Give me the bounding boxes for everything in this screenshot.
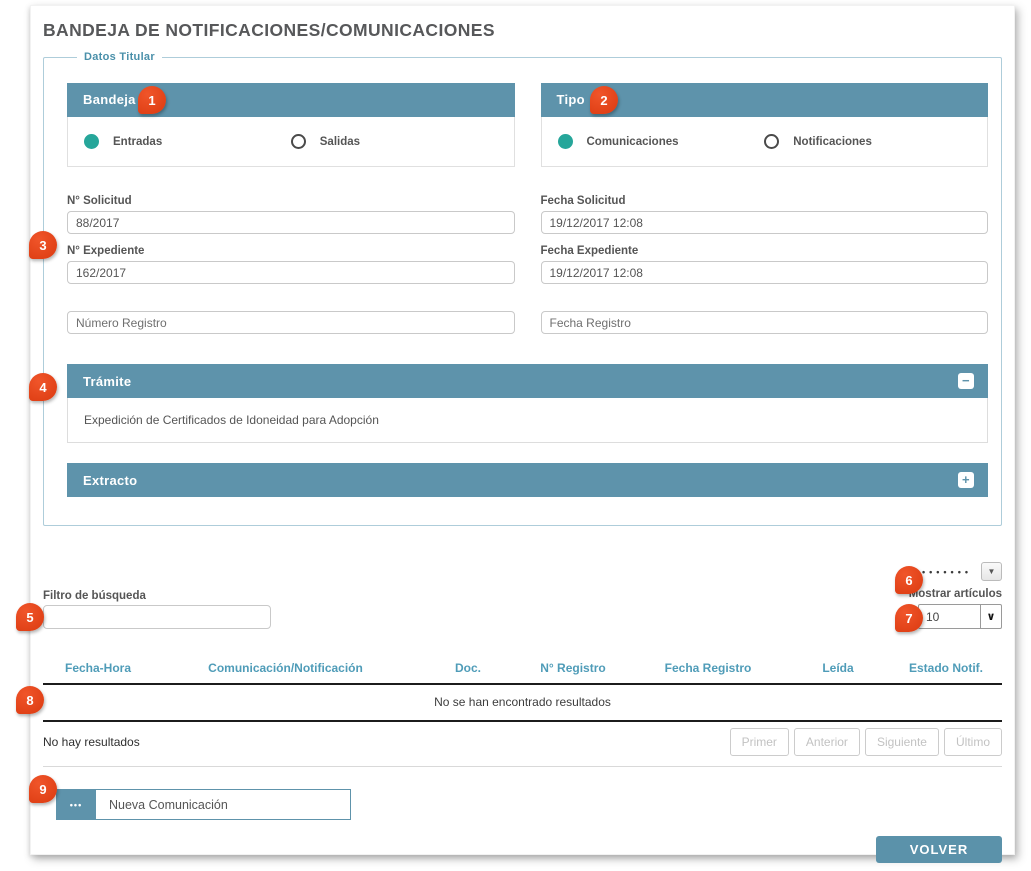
fecha-registro-input[interactable] (540, 311, 988, 334)
radio-checked-icon[interactable] (84, 134, 99, 149)
numero-registro-input[interactable] (67, 311, 515, 334)
fecha-solicitud-input[interactable] (540, 211, 988, 234)
empty-results-message: No se han encontrado resultados (43, 685, 1002, 722)
nueva-comunicacion-label: Nueva Comunicación (96, 789, 351, 820)
numero-registro-field-group (67, 311, 515, 334)
annotation-badge-9: 9 (29, 775, 57, 803)
radio-checked-icon[interactable] (557, 134, 573, 149)
annotation-badge-2: 2 (590, 86, 618, 114)
solicitud-label: N° Solicitud (67, 195, 132, 207)
fecha-expediente-input[interactable] (540, 261, 988, 284)
tramite-accordion-header[interactable]: Trámite − (67, 364, 988, 398)
results-table-footer: No hay resultados Primer Anterior Siguie… (43, 722, 1002, 767)
column-header-n-registro[interactable]: N° Registro (540, 661, 606, 675)
datos-titular-legend: Datos Titular (84, 51, 155, 63)
bandeja-panel-header: Bandeja (67, 83, 515, 117)
column-header-estado-notif[interactable]: Estado Notif. (909, 661, 983, 675)
collapse-icon[interactable]: − (958, 373, 974, 389)
extracto-accordion-title: Extracto (83, 472, 138, 488)
results-count-status: No hay resultados (43, 735, 140, 749)
radio-option-entradas[interactable]: Entradas (84, 134, 291, 149)
ellipsis-icon: ••• (56, 789, 96, 820)
results-table: Fecha-Hora Comunicación/Notificación Doc… (43, 655, 1002, 767)
column-header-leida[interactable]: Leída (822, 661, 854, 675)
expediente-label: N° Expediente (67, 245, 145, 257)
solicitud-input[interactable] (67, 211, 515, 234)
column-header-doc[interactable]: Doc. (454, 661, 481, 675)
volver-button[interactable]: VOLVER (876, 836, 1002, 863)
titular-form-grid: N° Solicitud Fecha Solicitud N° Expedien… (67, 195, 988, 334)
radio-option-salidas[interactable]: Salidas (290, 134, 498, 149)
radio-panels-row: Bandeja Entradas Salidas Tipo (67, 83, 988, 167)
expediente-field-group: N° Expediente (67, 245, 515, 284)
radio-label-entradas: Entradas (113, 135, 163, 148)
results-table-header-row: Fecha-Hora Comunicación/Notificación Doc… (43, 655, 1002, 685)
annotation-badge-6: 6 (895, 566, 923, 594)
annotation-badge-3: 3 (29, 231, 57, 259)
pagination-first-button[interactable]: Primer (729, 728, 789, 756)
show-items-label: Mostrar artículos (908, 588, 1002, 600)
main-card: BANDEJA DE NOTIFICACIONES/COMUNICACIONES… (30, 5, 1015, 863)
show-items-value: 10 (926, 609, 940, 624)
nueva-comunicacion-button[interactable]: ••• Nueva Comunicación (56, 789, 351, 820)
table-right-tools: ••••••• ▼ Mostrar artículos 10 ∨ (909, 562, 1002, 629)
extracto-accordion-header[interactable]: Extracto + (67, 463, 988, 497)
tipo-panel: Tipo Comunicaciones Notificaciones (540, 83, 988, 167)
footer-actions: VOLVER (43, 836, 1002, 863)
annotation-badge-5: 5 (16, 603, 44, 631)
show-items-select[interactable]: 10 ∨ (918, 604, 1002, 629)
radio-label-comunicaciones: Comunicaciones (586, 135, 679, 148)
tramite-accordion-content: Expedición de Certificados de Idoneidad … (67, 398, 988, 443)
bandeja-panel: Bandeja Entradas Salidas (67, 83, 515, 167)
column-chooser-dots: ••••••• (921, 566, 972, 577)
caret-down-icon: ▼ (987, 567, 996, 576)
fecha-solicitud-field-group: Fecha Solicitud (540, 195, 988, 234)
radio-label-notificaciones: Notificaciones (793, 135, 872, 148)
column-header-comunicacion-notificacion[interactable]: Comunicación/Notificación (208, 661, 363, 675)
annotation-badge-4: 4 (29, 373, 57, 401)
fecha-registro-field-group (540, 311, 988, 334)
tipo-panel-body: Comunicaciones Notificaciones (540, 117, 988, 167)
select-caret-icon: ∨ (980, 605, 1001, 628)
bandeja-panel-body: Entradas Salidas (67, 117, 515, 167)
radio-unchecked-icon[interactable] (764, 134, 780, 149)
annotation-badge-8: 8 (16, 686, 44, 714)
annotation-badge-7: 7 (895, 604, 923, 632)
fecha-expediente-label: Fecha Expediente (540, 245, 639, 257)
pagination-next-button[interactable]: Siguiente (864, 728, 939, 756)
column-chooser-dropdown-button[interactable]: ▼ (981, 562, 1002, 581)
extracto-accordion: Extracto + (67, 463, 988, 497)
fecha-expediente-field-group: Fecha Expediente (540, 245, 988, 284)
solicitud-field-group: N° Solicitud (67, 195, 515, 234)
radio-label-salidas: Salidas (319, 135, 361, 148)
radio-option-comunicaciones[interactable]: Comunicaciones (557, 134, 765, 149)
datos-titular-fieldset: Datos Titular Bandeja Entradas Salidas (43, 51, 1002, 526)
search-filter-group: Filtro de búsqueda (43, 590, 271, 629)
page-title: BANDEJA DE NOTIFICACIONES/COMUNICACIONES (43, 20, 495, 40)
column-header-fecha-hora[interactable]: Fecha-Hora (64, 661, 132, 675)
expediente-input[interactable] (67, 261, 515, 284)
radio-unchecked-icon[interactable] (290, 134, 306, 149)
table-toolbar: Filtro de búsqueda ••••••• ▼ Mostrar art… (43, 562, 1002, 629)
pagination: Primer Anterior Siguiente Último (725, 728, 1002, 756)
column-header-fecha-registro[interactable]: Fecha Registro (664, 661, 752, 675)
search-filter-input[interactable] (43, 605, 271, 629)
radio-option-notificaciones[interactable]: Notificaciones (764, 134, 971, 149)
tramite-accordion-title: Trámite (83, 373, 132, 389)
search-filter-label: Filtro de búsqueda (43, 590, 146, 602)
pagination-last-button[interactable]: Último (943, 728, 1002, 756)
pagination-previous-button[interactable]: Anterior (793, 728, 860, 756)
fecha-solicitud-label: Fecha Solicitud (540, 195, 626, 207)
annotation-badge-1: 1 (138, 86, 166, 114)
expand-icon[interactable]: + (958, 472, 974, 488)
tramite-accordion: Trámite − Expedición de Certificados de … (67, 364, 988, 443)
column-chooser: ••••••• ▼ (922, 562, 1002, 581)
